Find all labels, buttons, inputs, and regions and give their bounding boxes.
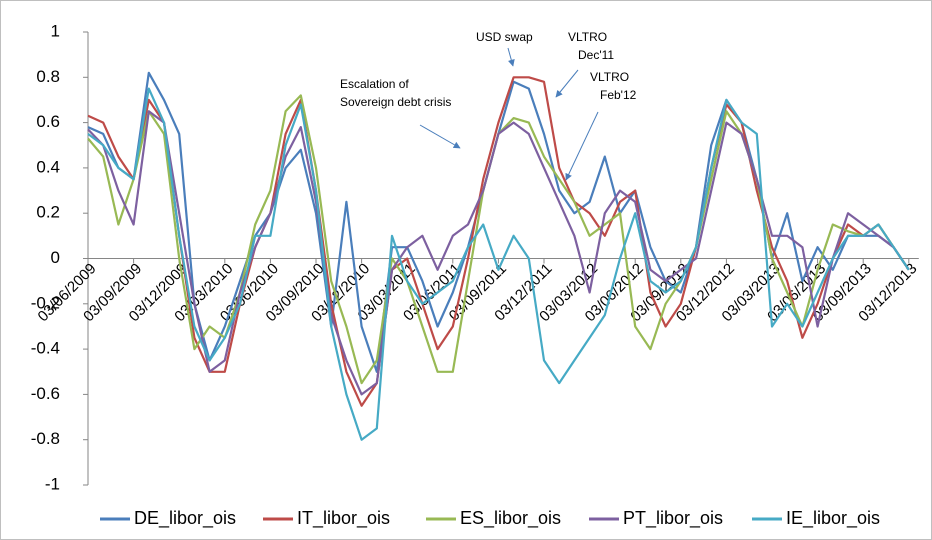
legend-label: ES_libor_ois [460, 508, 561, 529]
legend-label: PT_libor_ois [623, 508, 723, 529]
annotation-arrow [555, 69, 579, 98]
annotation-arrow [507, 47, 515, 67]
annotation-arrow [565, 111, 599, 181]
y-tick-label: -0.8 [31, 429, 60, 448]
annotation-text: VLTRO [590, 70, 629, 84]
annotation-arrow [419, 124, 461, 149]
y-tick-label: 0.4 [36, 157, 60, 176]
y-tick-label: -0.4 [31, 339, 60, 358]
series-line [87, 110, 910, 396]
series-line [87, 76, 910, 407]
legend-label: DE_libor_ois [134, 508, 236, 529]
annotation-text: Feb'12 [600, 88, 637, 102]
annotation-text: Escalation of [340, 77, 409, 91]
y-tick-label: -0.2 [31, 293, 60, 312]
legend-label: IE_libor_ois [786, 508, 880, 529]
y-tick-label: 0.8 [36, 67, 60, 86]
y-tick-label: -1 [45, 474, 60, 493]
y-tick-label: -0.6 [31, 384, 60, 403]
y-tick-label: 1 [51, 21, 60, 40]
y-tick-label: 0 [51, 248, 60, 267]
y-tick-label: 0.6 [36, 112, 60, 131]
annotation-text: VLTRO [568, 30, 607, 44]
annotation-text: Dec'11 [578, 48, 614, 62]
legend-label: IT_libor_ois [297, 508, 390, 529]
series-line [87, 87, 910, 441]
y-tick-label: 0.2 [36, 203, 60, 222]
annotation-text: Sovereign debt crisis [340, 95, 451, 109]
annotation-text: USD swap [476, 30, 533, 44]
